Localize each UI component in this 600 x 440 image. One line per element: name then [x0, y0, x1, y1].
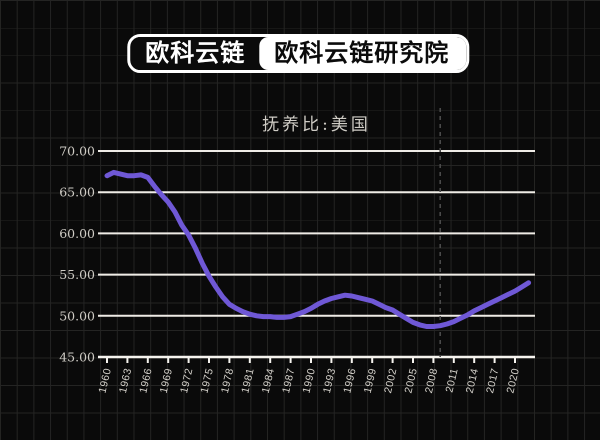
x-tick-label: 2005 [403, 367, 420, 394]
x-tick-label: 1972 [178, 367, 195, 394]
x-tick-label: 2002 [382, 367, 399, 394]
y-tick-label: 55.00 [59, 267, 95, 282]
x-tick-label: 1966 [137, 367, 154, 394]
y-tick-label: 60.00 [59, 226, 95, 241]
y-tick-label: 65.00 [59, 185, 95, 200]
x-tick-label: 2017 [484, 367, 501, 394]
x-tick-label: 2011 [443, 367, 460, 394]
x-tick-label: 1996 [341, 367, 358, 394]
y-tick-label: 45.00 [59, 350, 95, 365]
chart-title: 抚养比:美国 [262, 115, 371, 135]
x-tick-label: 1978 [219, 367, 236, 394]
x-tick-label: 1963 [117, 367, 134, 394]
x-tick-label: 2014 [464, 367, 481, 394]
brand-badge-left-label: 欧科云链 [130, 37, 260, 70]
x-tick-label: 2008 [423, 367, 440, 394]
x-tick-label: 1969 [158, 367, 175, 394]
y-tick-label: 70.00 [59, 144, 95, 159]
brand-badge: 欧科云链 欧科云链研究院 [127, 34, 470, 73]
x-tick-label: 1975 [199, 367, 216, 394]
brand-badge-right-label: 欧科云链研究院 [259, 37, 467, 70]
x-tick-label: 1999 [362, 367, 379, 394]
x-tick-label: 1987 [280, 367, 297, 394]
x-tick-label: 1981 [239, 367, 256, 394]
x-tick-label: 1984 [260, 367, 277, 394]
x-tick-label: 1990 [301, 367, 318, 394]
x-tick-label: 1993 [321, 367, 338, 394]
x-tick-label: 2020 [505, 367, 522, 394]
y-tick-label: 50.00 [59, 308, 95, 323]
x-tick-label: 1960 [97, 367, 114, 394]
dependency-ratio-line [104, 169, 532, 329]
